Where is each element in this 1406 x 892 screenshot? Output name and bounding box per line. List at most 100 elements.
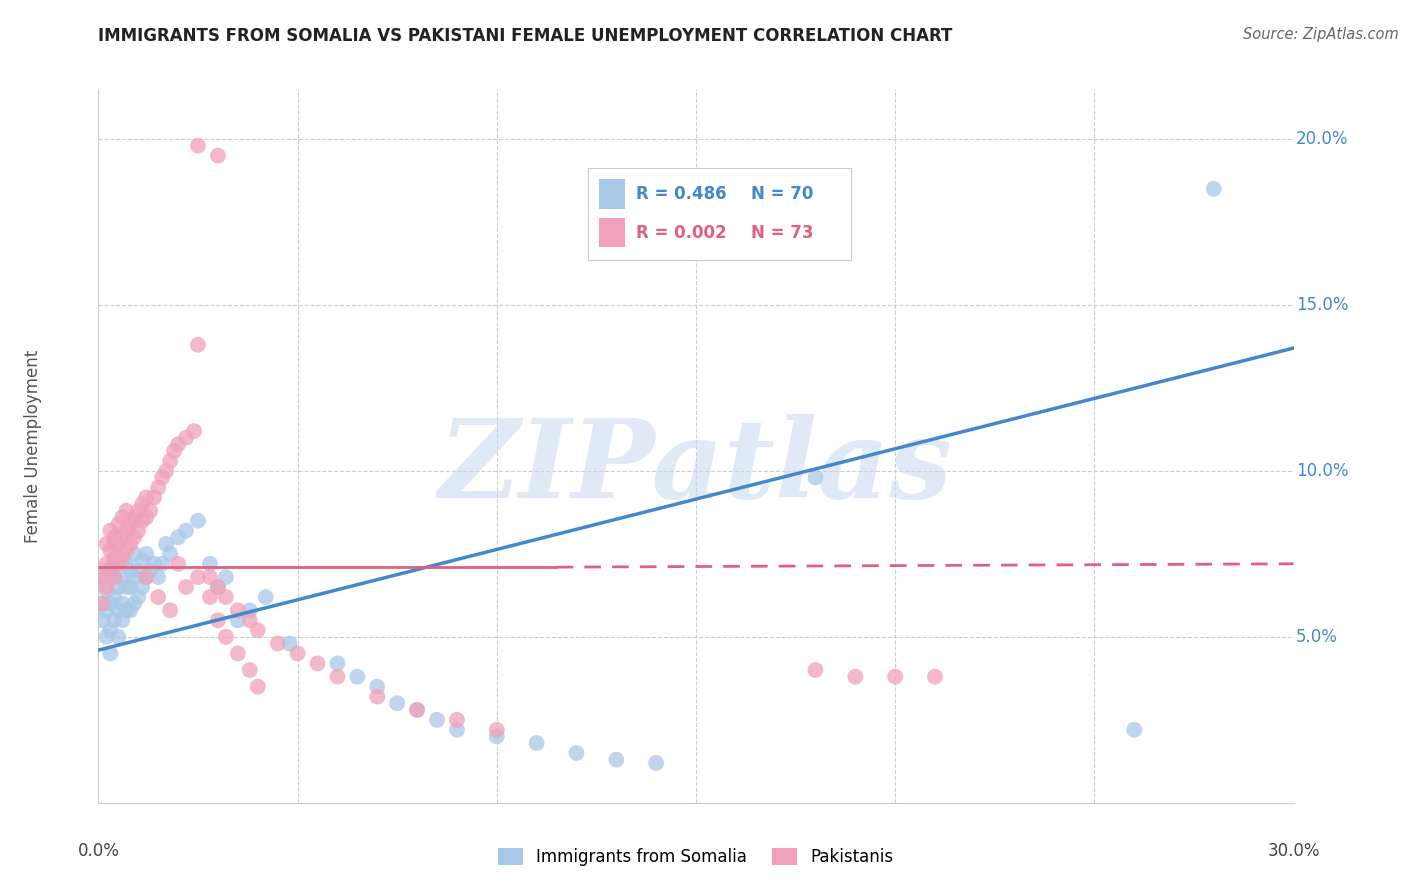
- Point: [135, 491, 157, 505]
- Point: [103, 550, 125, 565]
- Point: [127, 504, 149, 518]
- Point: [174, 580, 197, 594]
- Point: [307, 657, 329, 671]
- Point: [103, 570, 125, 584]
- Point: [254, 590, 277, 604]
- Point: [135, 547, 157, 561]
- Point: [107, 557, 129, 571]
- Text: Source: ZipAtlas.com: Source: ZipAtlas.com: [1243, 27, 1399, 42]
- Point: [107, 537, 129, 551]
- Point: [120, 603, 142, 617]
- Point: [159, 603, 181, 617]
- Text: N = 70: N = 70: [751, 185, 814, 202]
- Point: [148, 590, 170, 604]
- Point: [98, 543, 122, 558]
- Point: [96, 583, 118, 598]
- Point: [406, 703, 429, 717]
- Point: [103, 613, 125, 627]
- Point: [239, 613, 262, 627]
- Point: [103, 570, 125, 584]
- Text: 30.0%: 30.0%: [1267, 842, 1320, 860]
- Point: [198, 570, 221, 584]
- Point: [198, 590, 221, 604]
- Point: [150, 470, 173, 484]
- Point: [385, 696, 409, 710]
- Point: [446, 713, 468, 727]
- Point: [239, 603, 262, 617]
- Point: [120, 580, 142, 594]
- Point: [207, 580, 229, 594]
- Point: [127, 590, 149, 604]
- Point: [135, 570, 157, 584]
- Point: [111, 613, 134, 627]
- Point: [446, 723, 468, 737]
- Point: [115, 524, 138, 538]
- Point: [187, 338, 209, 352]
- Point: [246, 624, 269, 638]
- Point: [187, 514, 209, 528]
- Point: [111, 553, 134, 567]
- Point: [326, 670, 349, 684]
- Point: [924, 670, 946, 684]
- Point: [96, 537, 118, 551]
- Point: [215, 630, 238, 644]
- Point: [526, 736, 548, 750]
- Point: [565, 746, 588, 760]
- Point: [96, 580, 118, 594]
- Point: [96, 603, 118, 617]
- Point: [139, 504, 162, 518]
- Point: [406, 703, 429, 717]
- Point: [131, 497, 153, 511]
- Text: 5.0%: 5.0%: [1296, 628, 1337, 646]
- Point: [131, 514, 153, 528]
- Point: [366, 680, 388, 694]
- Point: [124, 530, 146, 544]
- Point: [159, 454, 181, 468]
- FancyBboxPatch shape: [599, 178, 626, 209]
- Point: [91, 597, 114, 611]
- Point: [98, 564, 122, 578]
- Point: [120, 564, 142, 578]
- Point: [111, 550, 134, 565]
- Text: N = 73: N = 73: [751, 224, 814, 242]
- Point: [115, 580, 138, 594]
- Point: [346, 670, 368, 684]
- Point: [139, 564, 162, 578]
- Point: [127, 524, 149, 538]
- Point: [135, 510, 157, 524]
- Point: [96, 557, 118, 571]
- Point: [107, 553, 129, 567]
- Point: [804, 663, 827, 677]
- Point: [96, 564, 118, 578]
- Point: [124, 547, 146, 561]
- Point: [278, 636, 301, 650]
- Point: [91, 613, 114, 627]
- Point: [239, 663, 262, 677]
- Point: [91, 570, 114, 584]
- Point: [174, 524, 197, 538]
- Point: [226, 613, 249, 627]
- Point: [91, 597, 114, 611]
- Point: [98, 647, 122, 661]
- FancyBboxPatch shape: [599, 218, 626, 247]
- Point: [143, 491, 166, 505]
- Point: [91, 570, 114, 584]
- Point: [605, 753, 627, 767]
- Point: [207, 580, 229, 594]
- Point: [115, 543, 138, 558]
- Point: [103, 537, 125, 551]
- Text: 15.0%: 15.0%: [1296, 296, 1348, 314]
- Point: [226, 603, 249, 617]
- Point: [98, 597, 122, 611]
- Point: [148, 570, 170, 584]
- Point: [98, 524, 122, 538]
- Point: [207, 148, 229, 162]
- Text: R = 0.486: R = 0.486: [636, 185, 727, 202]
- Point: [107, 630, 129, 644]
- Point: [645, 756, 668, 770]
- Point: [326, 657, 349, 671]
- Point: [103, 553, 125, 567]
- Point: [120, 537, 142, 551]
- Point: [246, 680, 269, 694]
- Point: [183, 424, 205, 438]
